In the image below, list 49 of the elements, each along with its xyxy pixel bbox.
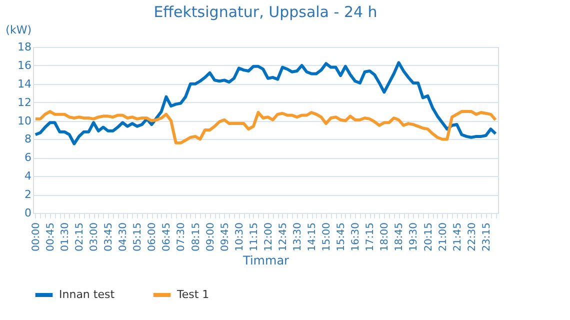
x-tick-label: 23:15	[481, 222, 492, 252]
line-series	[34, 61, 498, 146]
x-tick-label: 17:15	[365, 222, 376, 252]
y-tick-label: 0	[24, 206, 32, 220]
x-tick-label: 07:30	[176, 222, 188, 252]
x-tick-label: 12:00	[263, 222, 274, 252]
x-tick-label: 20:15	[423, 222, 434, 252]
y-tick-label: 8	[24, 132, 32, 146]
x-tick-label: 15:00	[322, 222, 333, 252]
x-tick-label: 09:00	[205, 222, 216, 252]
x-tick-label: 14:15	[307, 222, 318, 252]
chart-title: Effektsignatur, Uppsala - 24 h	[154, 3, 378, 21]
x-tick-label: 09:45	[220, 222, 231, 252]
x-tick-label: 04:30	[118, 222, 130, 252]
x-axis-title: Timmar	[242, 253, 290, 268]
x-tick-label: 16:30	[350, 222, 362, 252]
x-tick-label: 19:30	[408, 222, 420, 252]
y-tick-label: 10	[18, 114, 32, 128]
y-tick-label: 14	[18, 77, 32, 90]
x-tick-label: 18:00	[380, 222, 391, 252]
x-tick-label: 12:45	[278, 222, 289, 252]
y-tick-label: 12	[18, 96, 32, 109]
x-tick-label: 00:00	[30, 222, 42, 252]
legend-label: Test 1	[176, 288, 210, 301]
x-tick-label: 21:45	[452, 222, 464, 252]
x-tick-label: 21:00	[438, 222, 449, 252]
y-tick-label: 18	[18, 40, 32, 54]
x-tick-label: 22:30	[466, 222, 478, 252]
x-tick-label: 08:15	[190, 222, 202, 252]
x-tick-label: 13:30	[292, 222, 304, 252]
legend-label: Innan test	[59, 288, 116, 301]
x-tick-label: 06:45	[162, 222, 173, 252]
y-axis-title: (kW)	[6, 24, 32, 36]
x-tick-label: 06:00	[147, 222, 158, 252]
y-tick-label: 4	[24, 170, 32, 183]
y-tick-label: 2	[24, 188, 32, 202]
x-tick-label: 10:30	[234, 222, 246, 252]
x-tick-label: 00:45	[45, 222, 56, 252]
x-tick-label: 18:45	[394, 222, 406, 252]
x-tick-label: 02:15	[74, 222, 86, 252]
y-tick-label: 6	[24, 151, 32, 164]
x-tick-label: 05:15	[132, 222, 144, 252]
x-tick-label: 03:45	[104, 222, 115, 252]
x-tick-label: 03:00	[89, 222, 100, 252]
x-tick-label: 11:15	[248, 222, 260, 252]
x-tick-label: 01:30	[60, 222, 71, 252]
line-series	[34, 110, 498, 144]
y-tick-label: 16	[18, 58, 32, 72]
x-tick-label: 15:45	[336, 222, 348, 252]
